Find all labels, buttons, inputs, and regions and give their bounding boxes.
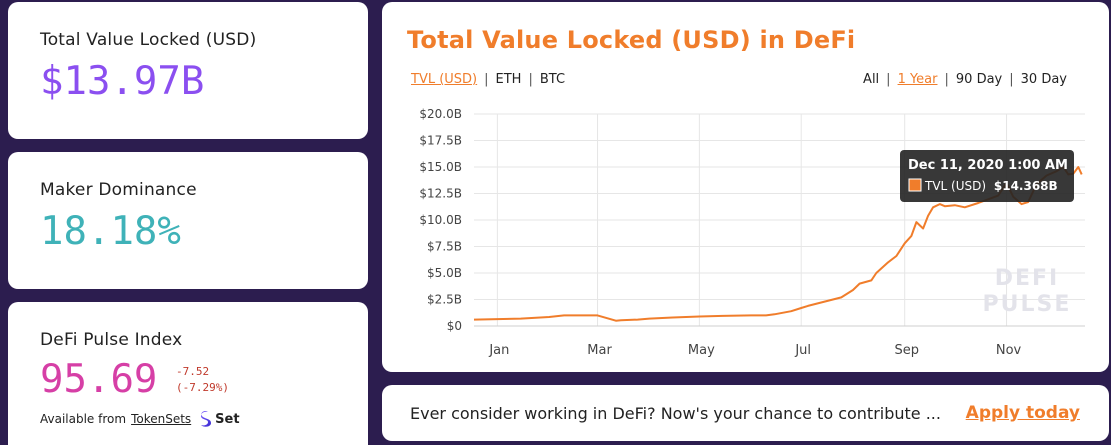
range-option-all[interactable]: All [863, 72, 880, 87]
index-change-percent: (-7.29%) [176, 381, 229, 394]
y-tick-label: $20.0B [419, 107, 462, 121]
apply-today-link[interactable]: Apply today [965, 403, 1080, 423]
maker-dominance-label: Maker Dominance [40, 180, 197, 200]
x-tick-label: Mar [587, 343, 612, 358]
range-toggle: All | 1 Year | 90 Day | 30 Day [863, 72, 1067, 87]
x-tick-label: Nov [996, 343, 1022, 358]
index-label: DeFi Pulse Index [40, 330, 183, 350]
y-tick-label: $7.5B [427, 240, 462, 254]
available-prefix: Available from [40, 412, 127, 426]
tvl-line-chart[interactable]: DEFI PULSE $0 $2.5B $5.0B $7.5B $10.0B $12.5B… [382, 2, 1109, 372]
chart-title: Total Value Locked (USD) in DeFi [407, 26, 856, 54]
range-option-90-day[interactable]: 90 Day [955, 72, 1003, 87]
index-change-absolute: -7.52 [176, 365, 210, 378]
promo-text: Ever consider working in DeFi? Now's you… [410, 404, 941, 423]
y-tick-label: $15.0B [419, 160, 462, 174]
x-tick-label: May [688, 343, 715, 358]
currency-option-eth[interactable]: ETH [495, 72, 522, 87]
set-logo-icon [201, 411, 212, 427]
maker-dominance-card: Maker Dominance 18.18% [8, 152, 368, 289]
currency-toggle: TVL (USD) | ETH | BTC [411, 72, 566, 87]
tooltip-value: $14.368B [994, 179, 1058, 193]
chart-tooltip: Dec 11, 2020 1:00 AM TVL (USD) $14.368B [900, 150, 1074, 202]
currency-option-tvl-usd[interactable]: TVL (USD) [411, 72, 478, 87]
y-tick-label: $10.0B [419, 213, 462, 227]
y-tick-label: $0 [447, 319, 462, 333]
tvl-stat-card: Total Value Locked (USD) $13.97B [8, 2, 368, 139]
tooltip-series: TVL (USD) [924, 179, 986, 193]
defi-pulse-index-card: DeFi Pulse Index 95.69 -7.52 (-7.29%) Av… [8, 302, 368, 445]
promo-banner: Ever consider working in DeFi? Now's you… [382, 385, 1109, 441]
available-from: Available from TokenSets Set [40, 410, 240, 428]
tooltip-date: Dec 11, 2020 1:00 AM [908, 158, 1068, 173]
maker-dominance-value: 18.18% [40, 209, 181, 254]
tvl-label: Total Value Locked (USD) [40, 30, 257, 50]
x-tick-label: Jan [488, 343, 509, 358]
y-tick-label: $17.5B [419, 134, 462, 148]
defi-pulse-watermark: DEFI PULSE [983, 266, 1072, 317]
x-tick-label: Sep [894, 343, 919, 358]
tooltip-swatch [908, 178, 922, 192]
set-logo-text: Set [215, 411, 240, 427]
x-tick-label: Jul [794, 343, 811, 358]
watermark-line-2: PULSE [983, 292, 1072, 317]
svg-text:TVL (USD) $14.368B: TVL (USD) $14.368B [924, 179, 1058, 193]
series-line-tvl-usd [473, 166, 1083, 322]
tvl-value: $13.97B [40, 59, 205, 104]
set-logo[interactable]: Set [199, 410, 240, 428]
currency-option-btc[interactable]: BTC [539, 72, 566, 87]
watermark-line-1: DEFI [995, 266, 1060, 291]
y-tick-label: $2.5B [427, 293, 462, 307]
range-option-1-year[interactable]: 1 Year [897, 72, 938, 87]
range-option-30-day[interactable]: 30 Day [1020, 72, 1067, 87]
tokensets-link[interactable]: TokenSets [131, 412, 192, 426]
tvl-chart-card: Total Value Locked (USD) in DeFi TVL (US… [382, 2, 1109, 372]
y-tick-label: $12.5B [419, 187, 462, 201]
y-tick-label: $5.0B [427, 266, 462, 280]
index-value: 95.69 [40, 357, 158, 402]
